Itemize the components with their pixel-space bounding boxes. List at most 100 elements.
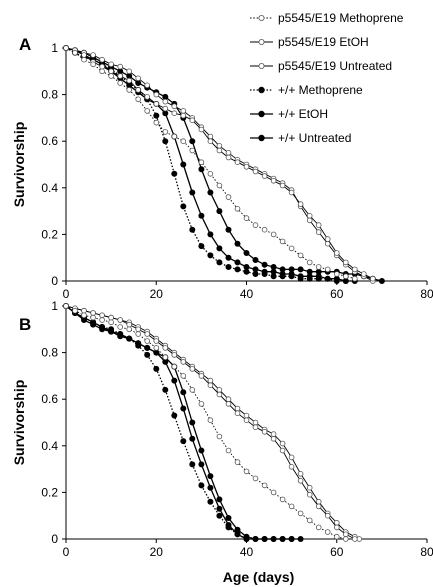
panel-b-series-p5545-e19-etoh-point	[99, 312, 105, 319]
panel-b-series-p5545-e19-etoh-point	[288, 463, 295, 470]
panel-b-series-wildtype-methoprene-point	[216, 512, 223, 519]
panel-b-y-tick-label: 0.4	[41, 439, 58, 453]
panel-a-series-wildtype-methoprene-point	[225, 263, 232, 270]
panel-a-series-wildtype-methoprene-point	[333, 277, 340, 284]
panel-b-x-tick-label: 40	[240, 545, 254, 559]
panel-b-y-tick-label: 0	[51, 532, 58, 546]
panel-a-series-wildtype-etoh-point	[216, 245, 223, 252]
panel-a-series-p5545-e19-methoprene-point	[207, 171, 214, 177]
panel-a-series-p5545-e19-methoprene-point	[315, 264, 322, 270]
legend-entry-wildtype-methoprene-label: +/+ Methoprene	[278, 83, 363, 97]
panel-a-series-p5545-e19-untreated-point	[315, 229, 322, 235]
panel-a-series-p5545-e19-etoh-point	[342, 259, 349, 266]
panel-b-series-p5545-e19-methoprene-point	[63, 303, 69, 309]
panel-b-series-wildtype-untreated	[63, 302, 304, 543]
panel-b-series-p5545-e19-methoprene-point	[81, 312, 87, 319]
panel-b-series-p5545-e19-untreated-point	[356, 536, 363, 542]
panel-b-series-p5545-e19-etoh-point	[306, 491, 313, 498]
panel-a-x-tick-label: 40	[240, 287, 254, 301]
panel-b-series-p5545-e19-etoh-point	[144, 331, 151, 337]
panel-a-series-wildtype-untreated-point	[252, 256, 259, 263]
panel-b-series-p5545-e19-untreated-line	[65, 305, 360, 540]
panel-a-series-wildtype-untreated-point	[198, 166, 205, 173]
panel-a-series-p5545-e19-methoprene-point	[279, 238, 286, 245]
panel-a-series-p5545-e19-etoh-point	[153, 101, 160, 107]
panel-a-series-wildtype-untreated-point	[189, 138, 196, 145]
panel-a-series-wildtype-untreated-point	[234, 240, 241, 247]
panel-a-series-p5545-e19-etoh-point	[162, 105, 169, 112]
panel-b: B 0 0.2 0.4 0.6 0.8 1 0 20 40 60 80 Survivorship Age …	[11, 299, 433, 585]
panel-a-series-p5545-e19-etoh-point	[180, 112, 187, 119]
panel-a-series-p5545-e19-methoprene-point	[198, 159, 205, 166]
panel-a-series-wildtype-methoprene-point	[189, 226, 196, 233]
panel-b-series-wildtype-methoprene-point	[189, 461, 196, 468]
panel-b-series-wildtype-methoprene-point	[153, 365, 160, 372]
panel-b-series-p5545-e19-etoh-point	[207, 382, 214, 389]
panel-b-series-p5545-e19-untreated-point	[234, 405, 241, 412]
legend-entry-wildtype-etoh: +/+ EtOH	[250, 107, 328, 121]
panel-a-series-p5545-e19-methoprene-point	[153, 119, 160, 126]
panel-b-series-p5545-e19-etoh-point	[234, 410, 241, 417]
panel-b-series-p5545-e19-untreated-point	[279, 440, 286, 447]
panel-b-series-p5545-e19-methoprene-point	[279, 496, 286, 503]
panel-a-series-p5545-e19-methoprene-point	[288, 245, 295, 252]
panel-b-series-wildtype-methoprene-point	[135, 342, 142, 349]
panel-b-series-p5545-e19-untreated-point	[306, 484, 313, 491]
panel-b-series-wildtype-etoh-point	[279, 536, 286, 543]
panel-b-series-p5545-e19-etoh-point	[171, 352, 178, 358]
panel-b-x-tick-label: 80	[420, 545, 433, 559]
panel-b-series-wildtype-methoprene-point	[144, 351, 151, 358]
panel-a-series-p5545-e19-methoprene-point	[180, 138, 187, 145]
panel-a-x-tick-label: 0	[63, 287, 70, 301]
panel-b-series-p5545-e19-etoh-point	[270, 435, 277, 442]
panel-b-series-p5545-e19-methoprene-line	[65, 305, 346, 540]
panel-a-series-wildtype-methoprene-point	[252, 270, 259, 277]
panel-a-series-p5545-e19-methoprene-point	[63, 45, 69, 51]
panel-b-series-wildtype-etoh-point	[288, 536, 295, 543]
panel-a-series-wildtype-methoprene-point	[198, 243, 205, 250]
panel-a-series-p5545-e19-methoprene-point	[324, 266, 331, 273]
panel-b-series-wildtype-etoh-point	[270, 536, 277, 543]
panel-a-series-p5545-e19-etoh-point	[225, 154, 232, 161]
panel-a-series-p5545-e19-etoh-point	[306, 213, 313, 219]
panel-a-series-wildtype-methoprene-point	[279, 273, 286, 280]
legend-entry-p5545-e19-methoprene: p5545/E19 Methoprene	[250, 11, 404, 25]
panel-b-series-p5545-e19-methoprene-point	[99, 317, 105, 323]
panel-a-x-tick-label: 60	[330, 287, 344, 301]
panel-b-series-wildtype-etoh-point	[261, 536, 268, 543]
panel-b-series-wildtype-untreated-point	[297, 536, 304, 543]
legend-entry-p5545-e19-untreated-marker	[258, 63, 265, 70]
panel-a-series-p5545-e19-etoh-point	[315, 222, 322, 228]
panel-b-series-wildtype-methoprene-point	[207, 498, 214, 505]
panel-a-series-p5545-e19-methoprene-point	[351, 275, 358, 282]
panel-b-series-p5545-e19-untreated-point	[270, 431, 277, 437]
panel-b-series-p5545-e19-etoh-point	[90, 310, 96, 316]
panel-b-series-p5545-e19-etoh-point	[198, 373, 205, 379]
panel-b-y-tick-label: 0.8	[41, 346, 58, 360]
panel-a-series-p5545-e19-etoh-point	[198, 126, 205, 133]
legend-entry-p5545-e19-etoh: p5545/E19 EtOH	[250, 35, 369, 49]
panel-a-series-p5545-e19-methoprene-point	[162, 129, 169, 135]
panel-b-x-tick-label: 0	[63, 545, 70, 559]
legend-entry-p5545-e19-methoprene-label: p5545/E19 Methoprene	[278, 11, 404, 25]
panel-b-series-p5545-e19-methoprene-point	[144, 338, 151, 344]
panel-b-series-wildtype-methoprene-point	[90, 319, 97, 326]
panel-b-series-p5545-e19-untreated-point	[252, 419, 259, 426]
legend-entry-p5545-e19-methoprene-marker	[258, 14, 265, 21]
panel-b-series-p5545-e19-methoprene-point	[288, 503, 295, 510]
panel-a-series-wildtype-methoprene-point	[342, 277, 349, 284]
panel-b-series-p5545-e19-etoh-point	[162, 345, 169, 351]
panel-a-series-wildtype-etoh-point	[189, 189, 196, 196]
panel-a-series-p5545-e19-methoprene-point	[108, 73, 114, 79]
panel-a-series-wildtype-untreated-point	[135, 80, 142, 87]
panel-b-label: B	[19, 315, 31, 334]
panel-b-series-p5545-e19-methoprene-point	[297, 510, 304, 517]
panel-b-series-p5545-e19-methoprene-point	[72, 307, 78, 314]
panel-a-series-p5545-e19-methoprene-point	[81, 56, 87, 63]
panel-a-series-wildtype-untreated-point	[216, 208, 223, 215]
panel-a-series-wildtype-etoh-point	[225, 254, 232, 261]
panel-b-series-wildtype-etoh	[63, 302, 295, 543]
panel-b-series-p5545-e19-methoprene-point	[198, 401, 205, 407]
panel-a-series-p5545-e19-methoprene-point	[306, 259, 313, 266]
legend-entry-wildtype-etoh-marker	[258, 110, 265, 118]
